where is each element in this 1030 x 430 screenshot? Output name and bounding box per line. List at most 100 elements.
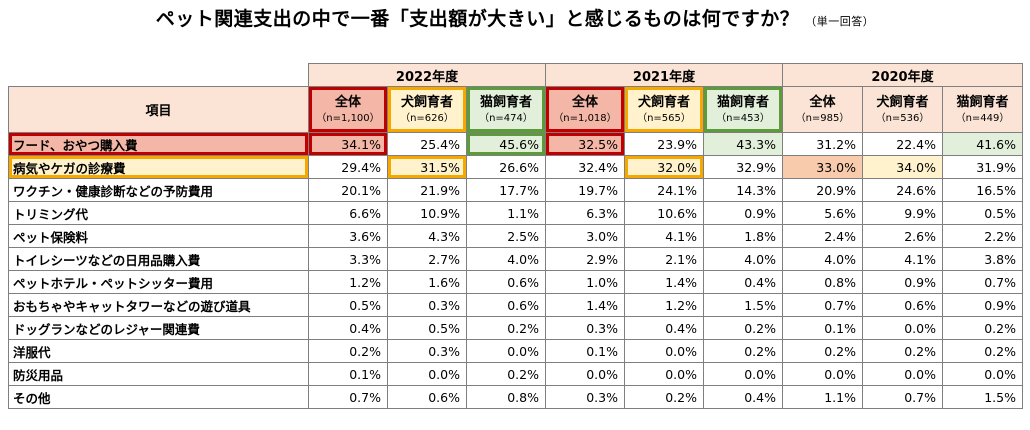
group-header: 猫飼育者 （n=474） xyxy=(466,86,546,133)
row-label: トイレシーツなどの日用品購入費 xyxy=(8,247,309,271)
value-cell: 32.5% xyxy=(545,132,625,156)
value-cell: 22.4% xyxy=(862,132,943,156)
value-cell: 0.8% xyxy=(466,385,546,409)
item-header: 項目 xyxy=(8,86,309,133)
group-label: 全体 xyxy=(334,94,361,110)
value-cell: 1.8% xyxy=(703,224,783,248)
value-cell: 1.5% xyxy=(942,385,1023,409)
value-cell: 0.2% xyxy=(942,316,1023,340)
group-count: （n=565） xyxy=(637,112,691,124)
value-cell: 6.3% xyxy=(545,201,625,225)
value-cell: 2.1% xyxy=(624,247,704,271)
table-body: 2022年度 2021年度 2020年度 項目 全体 （n=1,100） 犬飼育者… xyxy=(8,63,1023,409)
value-cell: 0.2% xyxy=(703,339,783,363)
value-cell: 0.2% xyxy=(862,339,943,363)
title-text: ペット関連支出の中で一番「支出額が大きい」と感じるものは何ですか？ xyxy=(155,8,800,30)
value-cell: 26.6% xyxy=(466,155,546,179)
value-cell: 1.5% xyxy=(703,293,783,317)
value-cell: 24.1% xyxy=(624,178,704,202)
value-cell: 32.0% xyxy=(624,155,704,179)
value-cell: 10.6% xyxy=(624,201,704,225)
value-cell: 32.4% xyxy=(545,155,625,179)
group-count: （n=626） xyxy=(400,112,454,124)
group-count: （n=1,100） xyxy=(316,112,380,124)
corner-cell xyxy=(8,63,309,87)
group-header: 犬飼育者 （n=565） xyxy=(624,86,704,133)
group-label: 猫飼育者 xyxy=(479,94,532,110)
table-row: 病気やケガの診療費 29.4% 31.5% 26.6% 32.4% 32.0% 32.9% 3… xyxy=(8,155,1023,179)
group-count: （n=1,018） xyxy=(553,112,617,124)
value-cell: 1.6% xyxy=(387,270,467,294)
value-cell: 0.7% xyxy=(308,385,388,409)
value-cell: 4.1% xyxy=(624,224,704,248)
value-cell: 0.2% xyxy=(308,339,388,363)
row-label: フード、おやつ購入費 xyxy=(8,132,309,156)
value-cell: 31.2% xyxy=(782,132,863,156)
value-cell: 0.6% xyxy=(466,293,546,317)
value-cell: 6.6% xyxy=(308,201,388,225)
value-cell: 0.3% xyxy=(387,339,467,363)
table-row: トイレシーツなどの日用品購入費 3.3% 2.7% 4.0% 2.9% 2.1% 4.0% 4… xyxy=(8,247,1023,271)
year-header-row: 2022年度 2021年度 2020年度 xyxy=(8,63,1023,87)
group-label: 猫飼育者 xyxy=(716,94,769,110)
value-cell: 45.6% xyxy=(466,132,546,156)
value-cell: 3.3% xyxy=(308,247,388,271)
value-cell: 33.0% xyxy=(782,155,863,179)
row-label: 病気やケガの診療費 xyxy=(8,155,309,179)
value-cell: 21.9% xyxy=(387,178,467,202)
value-cell: 0.1% xyxy=(545,339,625,363)
value-cell: 19.7% xyxy=(545,178,625,202)
value-cell: 0.2% xyxy=(782,339,863,363)
value-cell: 0.7% xyxy=(942,270,1023,294)
value-cell: 0.8% xyxy=(782,270,863,294)
value-cell: 0.0% xyxy=(466,339,546,363)
data-table: 2022年度 2021年度 2020年度 項目 全体 （n=1,100） 犬飼育者… xyxy=(8,63,1023,409)
group-label: 全体 xyxy=(809,94,836,110)
value-cell: 0.0% xyxy=(942,362,1023,386)
value-cell: 0.4% xyxy=(703,270,783,294)
chart-title: ペット関連支出の中で一番「支出額が大きい」と感じるものは何ですか？ （単一回答） xyxy=(0,4,1030,31)
value-cell: 0.5% xyxy=(308,293,388,317)
value-cell: 0.0% xyxy=(703,362,783,386)
value-cell: 0.2% xyxy=(624,385,704,409)
value-cell: 23.9% xyxy=(624,132,704,156)
value-cell: 0.6% xyxy=(466,270,546,294)
value-cell: 10.9% xyxy=(387,201,467,225)
value-cell: 0.1% xyxy=(782,316,863,340)
group-header: 犬飼育者 （n=626） xyxy=(387,86,467,133)
group-label: 全体 xyxy=(571,94,598,110)
value-cell: 0.7% xyxy=(782,293,863,317)
value-cell: 0.9% xyxy=(703,201,783,225)
value-cell: 0.7% xyxy=(862,385,943,409)
year-header-2021: 2021年度 xyxy=(545,63,783,87)
value-cell: 2.7% xyxy=(387,247,467,271)
group-label: 犬飼育者 xyxy=(876,94,929,110)
value-cell: 1.1% xyxy=(466,201,546,225)
value-cell: 0.2% xyxy=(466,362,546,386)
year-header-2020: 2020年度 xyxy=(782,63,1023,87)
table-row: ペットホテル・ペットシッター費用 1.2% 1.6% 0.6% 1.0% 1.4% 0.4%… xyxy=(8,270,1023,294)
value-cell: 17.7% xyxy=(466,178,546,202)
value-cell: 0.3% xyxy=(545,385,625,409)
year-header-2022: 2022年度 xyxy=(308,63,546,87)
value-cell: 4.0% xyxy=(782,247,863,271)
value-cell: 34.0% xyxy=(862,155,943,179)
value-cell: 2.9% xyxy=(545,247,625,271)
table-row: おもちゃやキャットタワーなどの遊び道具 0.5% 0.3% 0.6% 1.4% 1.2% 1… xyxy=(8,293,1023,317)
value-cell: 29.4% xyxy=(308,155,388,179)
value-cell: 4.3% xyxy=(387,224,467,248)
row-label: その他 xyxy=(8,385,309,409)
group-label: 犬飼育者 xyxy=(400,94,453,110)
value-cell: 31.5% xyxy=(387,155,467,179)
table-row: トリミング代 6.6% 10.9% 1.1% 6.3% 10.6% 0.9% 5.6% 9.9%… xyxy=(8,201,1023,225)
group-count: （n=453） xyxy=(716,112,770,124)
row-label: 洋服代 xyxy=(8,339,309,363)
table-row: ワクチン・健康診断などの予防費用 20.1% 21.9% 17.7% 19.7% 24.1… xyxy=(8,178,1023,202)
value-cell: 25.4% xyxy=(387,132,467,156)
value-cell: 2.2% xyxy=(942,224,1023,248)
value-cell: 2.4% xyxy=(782,224,863,248)
table-row: その他 0.7% 0.6% 0.8% 0.3% 0.2% 0.4% 1.1% 0.7% 1.5% xyxy=(8,385,1023,409)
value-cell: 0.4% xyxy=(703,385,783,409)
value-cell: 31.9% xyxy=(942,155,1023,179)
value-cell: 4.0% xyxy=(703,247,783,271)
